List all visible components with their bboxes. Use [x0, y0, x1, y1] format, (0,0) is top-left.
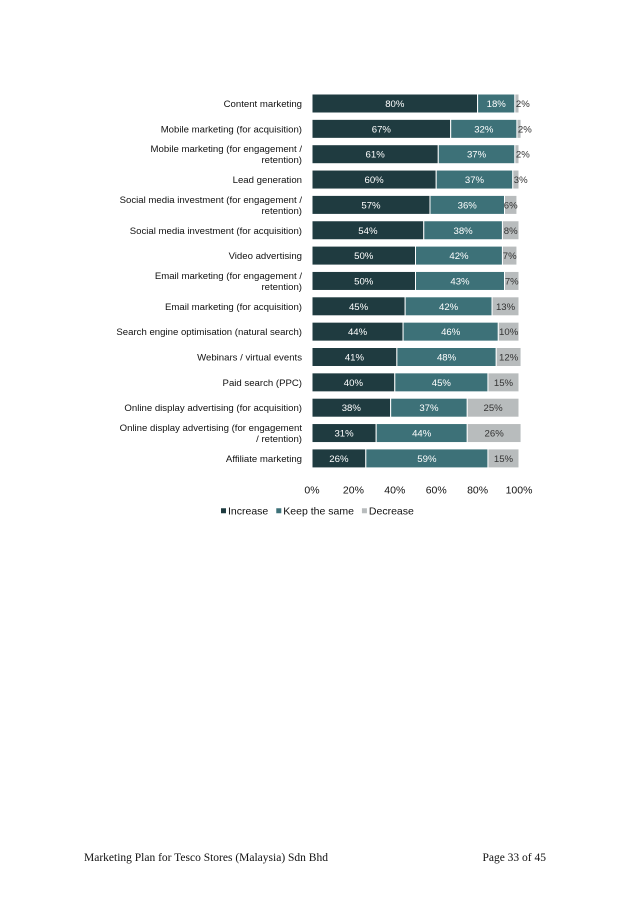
data-label: 42% — [439, 302, 459, 313]
bar-segment-decrease — [466, 397, 520, 418]
data-label: 37% — [419, 403, 439, 414]
category-label: Paid search (PPC) — [223, 378, 302, 389]
data-label: 38% — [454, 226, 474, 237]
category-label: Online display advertising (for acquisit… — [124, 403, 302, 414]
bar-segment-decrease — [495, 347, 522, 367]
data-label: 45% — [432, 378, 452, 389]
data-label: 25% — [484, 403, 504, 414]
category-label: Email marketing (for acquisition) — [165, 302, 302, 313]
category-label: Content marketing — [224, 99, 302, 110]
data-label: 41% — [345, 353, 365, 364]
data-label: 36% — [458, 200, 478, 211]
legend-label: Keep the same — [283, 505, 354, 517]
bar-segment-decrease — [491, 296, 520, 317]
data-label: 13% — [496, 302, 516, 313]
category-label: Mobile marketing (for acquisition) — [161, 124, 302, 135]
bars: 80% 18% 2% 67% 32% 2% 61% 37% 2% 60% 37% 3% 57% 36% 6%… — [311, 93, 532, 469]
data-label: 2% — [516, 99, 530, 110]
data-label: 80% — [385, 99, 405, 110]
bar-segment-decrease — [504, 194, 518, 215]
data-label: 48% — [437, 353, 457, 364]
bar-segment-decrease — [501, 245, 518, 266]
legend-swatch — [361, 508, 367, 514]
data-label: 67% — [372, 124, 392, 135]
x-tick-label: 60% — [426, 484, 447, 496]
data-label: 26% — [485, 429, 505, 440]
legend-label: Decrease — [369, 505, 414, 517]
data-label: 6% — [504, 200, 518, 211]
x-tick-label: 20% — [343, 484, 364, 496]
data-label: 50% — [354, 251, 374, 262]
data-label: 2% — [518, 124, 532, 135]
data-label: 37% — [465, 175, 485, 186]
data-label: 15% — [494, 454, 514, 465]
data-label: 8% — [504, 226, 518, 237]
data-label: 40% — [344, 378, 364, 389]
category-label: Social media investment (for acquisition… — [130, 226, 302, 237]
category-label: Online display advertising (for engageme… — [120, 423, 303, 445]
bar-segment-decrease — [466, 423, 522, 444]
data-label: 37% — [467, 150, 487, 161]
data-label: 12% — [499, 353, 519, 364]
x-tick-label: 0% — [304, 484, 319, 496]
footer-title: Marketing Plan for Tesco Stores (Malaysi… — [84, 852, 328, 864]
data-label: 61% — [366, 150, 386, 161]
legend-label: Increase — [228, 505, 268, 517]
data-label: 10% — [499, 327, 519, 338]
category-label: Lead generation — [233, 175, 302, 186]
bar-segment-decrease — [487, 448, 520, 469]
data-label: 54% — [358, 226, 378, 237]
data-label: 7% — [505, 276, 519, 287]
legend: Increase Keep the same Decrease — [221, 505, 414, 517]
data-label: 32% — [474, 124, 494, 135]
data-label: 38% — [342, 403, 362, 414]
data-label: 42% — [449, 251, 469, 262]
data-label: 57% — [361, 200, 381, 211]
category-label: Video advertising — [229, 251, 302, 262]
data-label: 26% — [329, 454, 349, 465]
category-labels: Content marketing Mobile marketing (for a… — [116, 99, 302, 465]
category-label: Webinars / virtual events — [197, 353, 302, 364]
data-label: 60% — [364, 175, 384, 186]
category-label: Email marketing (for engagement / retenti… — [155, 271, 303, 293]
data-label: 43% — [450, 276, 470, 287]
bar-segment-decrease — [514, 144, 520, 165]
category-label: Affiliate marketing — [226, 454, 302, 465]
data-label: 3% — [514, 175, 528, 186]
category-label: Search engine optimisation (natural sear… — [116, 327, 302, 338]
data-label: 59% — [417, 454, 437, 465]
legend-swatch — [276, 508, 282, 514]
category-label: Social media investment (for engagement … — [120, 195, 303, 217]
legend-swatch — [221, 508, 226, 514]
data-label: 46% — [441, 327, 461, 338]
x-axis: 0% 20% 40% 60% 80% 100% — [304, 484, 532, 496]
data-label: 18% — [487, 99, 507, 110]
bar-segment-decrease — [514, 93, 520, 114]
bar-segment-decrease — [497, 321, 520, 342]
x-tick-label: 80% — [467, 484, 488, 496]
category-label: Mobile marketing (for engagement / retent… — [151, 144, 303, 166]
data-label: 45% — [349, 302, 369, 313]
bar-segment-decrease — [504, 270, 520, 291]
data-label: 7% — [503, 251, 517, 262]
bar-segment-decrease — [512, 169, 520, 190]
data-label: 44% — [348, 327, 368, 338]
data-label: 15% — [494, 378, 514, 389]
bar-segment-decrease — [501, 220, 520, 241]
x-tick-label: 100% — [506, 484, 533, 496]
x-tick-label: 40% — [384, 484, 405, 496]
data-label: 44% — [412, 429, 432, 440]
data-label: 2% — [516, 150, 530, 161]
bar-segment-decrease — [487, 372, 520, 393]
data-label: 31% — [334, 429, 354, 440]
page-number: Page 33 of 45 — [482, 852, 546, 864]
data-label: 50% — [354, 276, 374, 287]
bar-segment-decrease — [516, 118, 522, 139]
